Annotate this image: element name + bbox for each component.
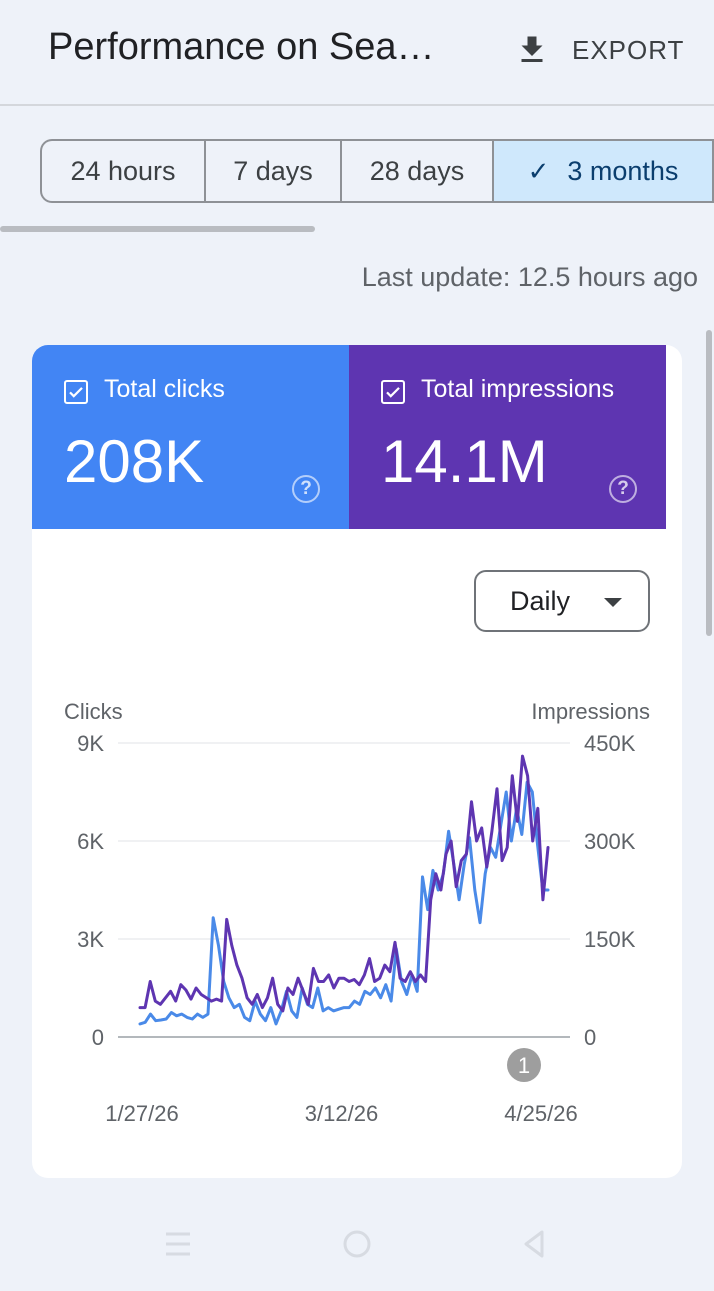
granularity-dropdown[interactable]: Daily <box>474 570 650 632</box>
help-icon[interactable]: ? <box>609 475 637 503</box>
y-tick-label-left: 9K <box>77 731 104 756</box>
recent-apps-icon[interactable] <box>158 1224 198 1264</box>
export-label: EXPORT <box>572 34 685 65</box>
caret-down-icon <box>604 598 622 607</box>
app-bar: Performance on Sea… EXPORT <box>0 0 714 104</box>
x-tick-label: 1/27/26 <box>105 1101 178 1126</box>
x-tick-label: 3/12/26 <box>305 1101 378 1126</box>
left-axis-title: Clicks <box>64 699 123 724</box>
help-icon[interactable]: ? <box>292 475 320 503</box>
range-24-hours-button[interactable]: 24 hours <box>42 141 206 201</box>
range-label: 28 days <box>369 155 465 186</box>
annotation-marker <box>507 1048 541 1082</box>
x-tick-label: 4/25/26 <box>504 1101 577 1126</box>
y-tick-label-right: 300K <box>584 829 636 854</box>
check-icon: ✓ <box>527 155 550 186</box>
range-3-months-button[interactable]: ✓ 3 months <box>494 141 714 201</box>
metric-value: 14.1M <box>381 428 548 495</box>
total-impressions-tile[interactable]: Total impressions 14.1M ? <box>349 345 666 529</box>
download-icon <box>521 36 543 62</box>
y-tick-label-left: 0 <box>92 1025 104 1050</box>
y-tick-label-left: 6K <box>77 829 104 854</box>
home-icon[interactable] <box>337 1224 377 1264</box>
performance-card: Total clicks 208K ? Total impressions 14… <box>32 345 682 1178</box>
page-title: Performance on Sea… <box>48 26 435 68</box>
y-tick-label-left: 3K <box>77 927 104 952</box>
header-divider <box>0 104 714 106</box>
y-tick-label-right: 0 <box>584 1025 596 1050</box>
right-axis-title: Impressions <box>531 699 650 724</box>
system-nav-bar <box>0 1200 714 1291</box>
range-label: 24 hours <box>70 155 176 186</box>
range-label: 7 days <box>233 155 313 186</box>
range-7-days-button[interactable]: 7 days <box>206 141 342 201</box>
total-clicks-tile[interactable]: Total clicks 208K ? <box>32 345 349 529</box>
y-tick-label-right: 450K <box>584 731 636 756</box>
checkbox-icon[interactable] <box>64 380 88 404</box>
metric-label: Total clicks <box>104 375 225 403</box>
export-button[interactable]: EXPORT <box>514 30 684 70</box>
page-scrollbar[interactable] <box>706 330 712 636</box>
date-range-selector: 24 hours 7 days 28 days ✓ 3 months <box>40 139 714 203</box>
metric-label: Total impressions <box>421 375 615 403</box>
annotation-label: 1 <box>518 1053 530 1078</box>
clicks-line <box>138 780 550 1026</box>
granularity-label: Daily <box>510 585 571 616</box>
impressions-line <box>138 754 550 1013</box>
performance-chart: Clicks Impressions 0 3K 6K 9K 0 150K 300K 450K 1/2… <box>64 699 650 1126</box>
last-update-text: Last update: 12.5 hours ago <box>361 262 698 292</box>
checkbox-icon[interactable] <box>381 380 405 404</box>
range-label: 3 months <box>567 155 679 186</box>
y-tick-label-right: 150K <box>584 927 636 952</box>
horizontal-scrollbar[interactable] <box>0 226 315 232</box>
range-28-days-button[interactable]: 28 days <box>342 141 494 201</box>
metric-value: 208K <box>64 428 205 495</box>
back-icon[interactable] <box>514 1224 554 1264</box>
